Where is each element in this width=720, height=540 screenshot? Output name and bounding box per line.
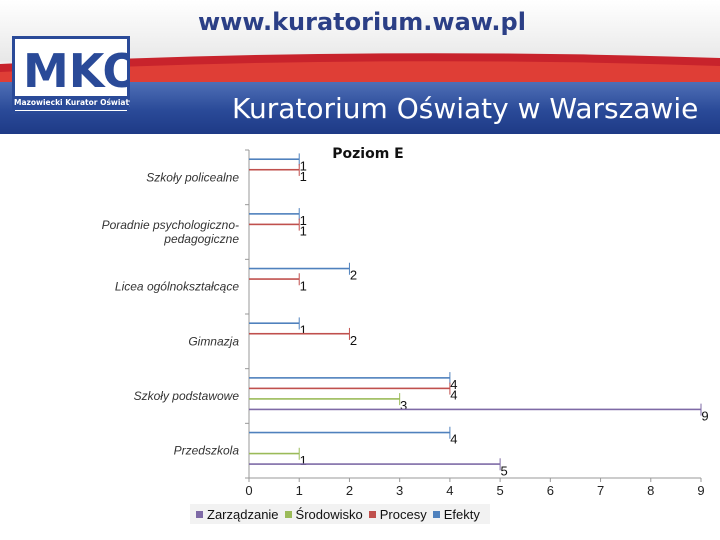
logo-caption: Mazowiecki Kurator Oświaty [14, 96, 130, 110]
data-label: 3 [400, 398, 407, 413]
legend-swatch [196, 510, 203, 518]
data-label: 1 [300, 158, 307, 173]
chart-legend: Zarządzanie Środowisko Procesy Efekty [190, 504, 490, 524]
legend-item-procesy: Procesy [368, 506, 427, 522]
bar-zarządzanie [249, 408, 701, 411]
bar-zarządzanie [249, 463, 501, 465]
chart-title: Poziom E [332, 146, 404, 162]
category-label: Szkoły policealne [146, 170, 239, 184]
bar-efekty [249, 213, 300, 215]
bar-efekty [249, 431, 450, 434]
data-label: 4 [450, 432, 457, 447]
legend-label: Środowisko [295, 506, 363, 522]
data-label: 1 [300, 169, 307, 184]
x-tick-label: 7 [597, 483, 604, 498]
logo-letters: MKO [23, 44, 127, 97]
data-label: 4 [450, 388, 457, 403]
page-title: Kuratorium Oświaty w Warszawie [232, 92, 699, 125]
legend-label: Efekty [443, 506, 480, 522]
legend-swatch [368, 510, 376, 518]
data-label: 9 [701, 409, 708, 424]
category-label: Szkoły podstawowe [134, 389, 240, 403]
x-tick-label: 2 [346, 483, 353, 498]
x-tick-label: 5 [496, 483, 503, 498]
bar-efekty [249, 158, 300, 161]
legend-item-efekty: Efekty [432, 506, 480, 522]
data-label: 2 [350, 268, 357, 283]
bar-procesy [249, 223, 300, 226]
category-label: Gimnazja [188, 334, 239, 348]
bar-procesy [249, 278, 300, 280]
legend-label: Procesy [379, 506, 427, 522]
bar-efekty [249, 377, 450, 379]
data-label: 1 [300, 224, 307, 239]
category-label: Poradnie psychologiczno- [102, 218, 239, 232]
x-tick-label: 1 [296, 483, 303, 498]
bar-środowisko [249, 452, 300, 455]
data-label: 1 [300, 322, 307, 337]
data-label: 5 [500, 463, 507, 478]
x-tick-label: 8 [647, 483, 654, 498]
data-label: 1 [300, 278, 307, 293]
mko-logo-icon: MKO [23, 44, 141, 98]
legend-label: Zarządzanie [207, 506, 279, 522]
category-label: Przedszkola [174, 444, 240, 458]
x-tick-label: 4 [446, 483, 453, 498]
bar-procesy [249, 168, 300, 171]
bar-efekty [249, 267, 350, 270]
category-label: pedagogiczne [163, 232, 239, 246]
bar-procesy [249, 387, 450, 390]
x-tick-label: 3 [396, 483, 403, 498]
legend-item-srodowisko: Środowisko [284, 506, 363, 522]
bar-środowisko [249, 398, 400, 400]
legend-swatch [432, 510, 440, 518]
data-label: 2 [350, 333, 357, 348]
data-label: 4 [450, 377, 457, 392]
legend-swatch [284, 510, 292, 518]
data-label: 1 [300, 453, 307, 468]
site-url[interactable]: www.kuratorium.waw.pl [198, 8, 526, 36]
x-tick-label: 6 [547, 483, 554, 498]
category-label: Licea ogólnokształcące [115, 280, 239, 294]
header-swoosh [0, 53, 720, 82]
bar-procesy [249, 332, 350, 335]
x-tick-label: 0 [245, 483, 252, 498]
x-tick-label: 9 [697, 483, 704, 498]
bar-efekty [249, 322, 300, 325]
data-label: 1 [300, 213, 307, 228]
legend-item-zarzadzanie: Zarządzanie [196, 507, 279, 522]
